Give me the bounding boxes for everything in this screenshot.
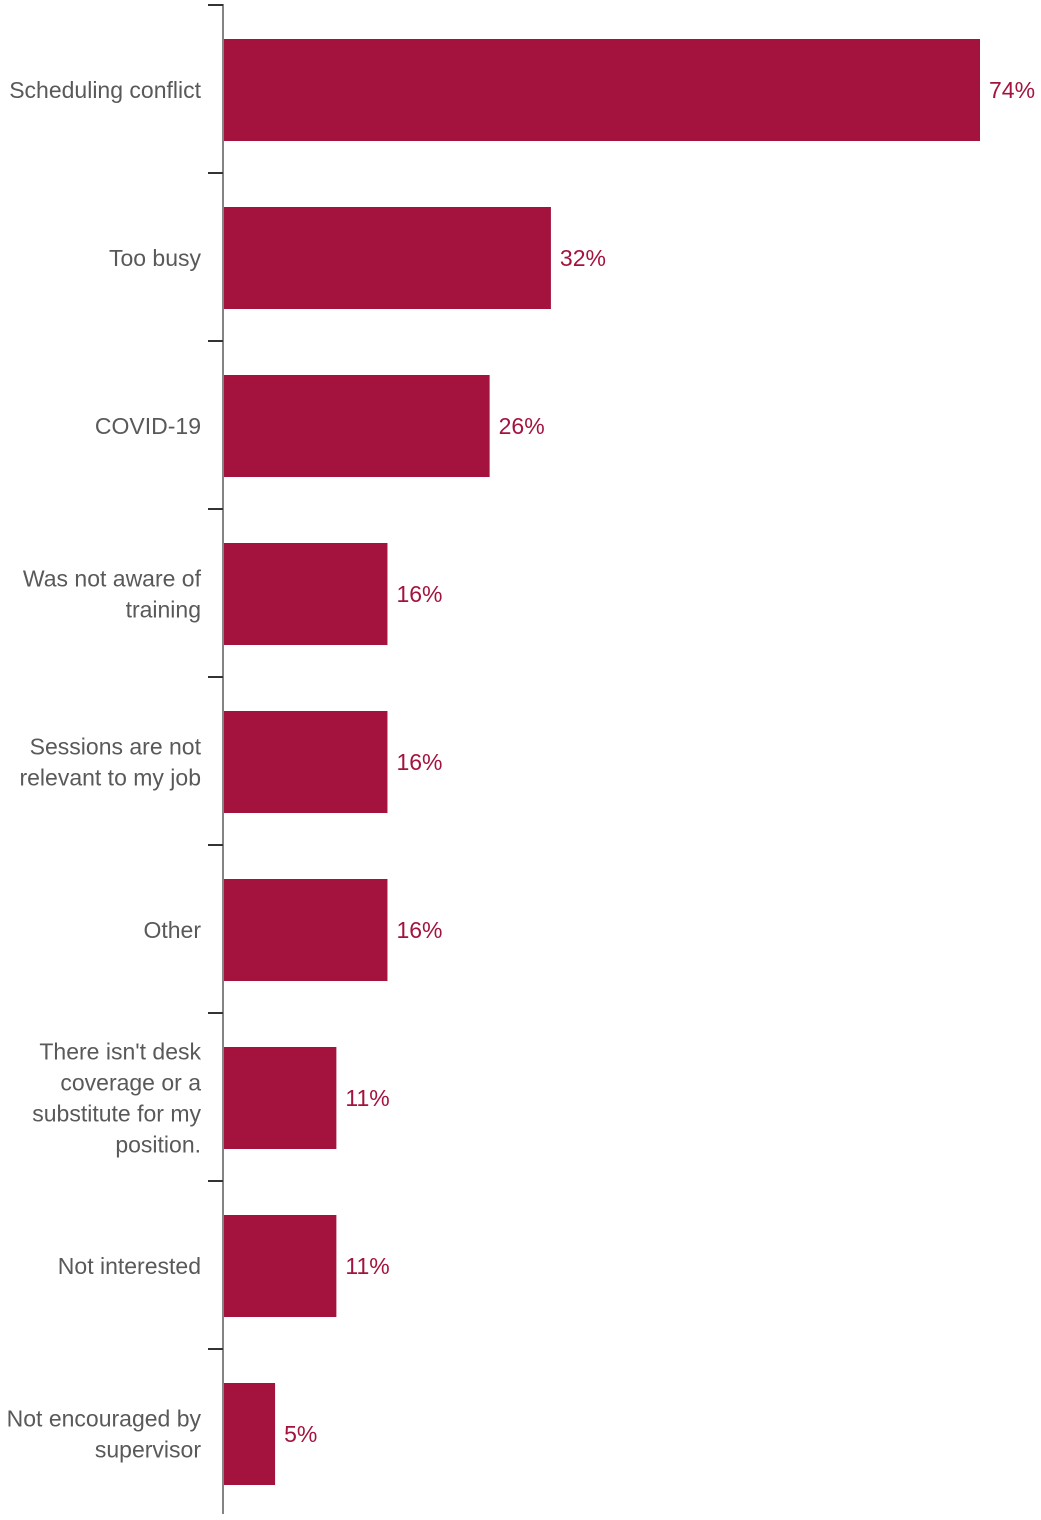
data-label: 11% bbox=[345, 1085, 389, 1111]
category-label: Sessions are not relevant to my job bbox=[19, 734, 201, 791]
data-label: 74% bbox=[989, 77, 1035, 103]
category-label-line: Not interested bbox=[58, 1253, 201, 1279]
category-label-line: supervisor bbox=[95, 1437, 201, 1463]
category-label-line: COVID-19 bbox=[95, 413, 201, 439]
category-label-line: Too busy bbox=[109, 245, 202, 271]
label-layer: 74% Scheduling conflict 32% Too busy 26% COVI… bbox=[7, 77, 1035, 1463]
category-label: There isn't desk coverage or a substitute … bbox=[32, 1039, 201, 1158]
bar bbox=[224, 1215, 337, 1317]
data-label: 26% bbox=[499, 413, 545, 439]
category-label-line: Was not aware of bbox=[23, 566, 202, 592]
bar bbox=[224, 207, 551, 309]
bar bbox=[224, 1047, 337, 1149]
category-label-line: relevant to my job bbox=[19, 765, 201, 791]
category-label: Scheduling conflict bbox=[9, 77, 201, 103]
bar bbox=[224, 879, 388, 981]
bar bbox=[224, 375, 490, 477]
category-label: Other bbox=[143, 917, 201, 943]
category-label-line: substitute for my bbox=[32, 1101, 201, 1127]
category-label-line: position. bbox=[115, 1132, 201, 1158]
category-label: Not interested bbox=[58, 1253, 201, 1279]
category-label-line: training bbox=[126, 597, 201, 623]
category-label: Not encouraged by supervisor bbox=[7, 1406, 202, 1463]
category-label-line: Not encouraged by bbox=[7, 1406, 202, 1432]
data-label: 5% bbox=[284, 1421, 317, 1447]
bar bbox=[224, 543, 388, 645]
bar bbox=[224, 39, 980, 141]
category-label-line: Sessions are not bbox=[30, 734, 202, 760]
axis-layer bbox=[208, 4, 224, 1514]
category-label: Too busy bbox=[109, 245, 202, 271]
category-label: Was not aware of training bbox=[23, 566, 202, 623]
bar bbox=[224, 711, 388, 813]
category-label-line: There isn't desk bbox=[39, 1039, 201, 1065]
category-label: COVID-19 bbox=[95, 413, 201, 439]
data-label: 11% bbox=[345, 1253, 389, 1279]
category-label-line: coverage or a bbox=[60, 1070, 201, 1096]
bar bbox=[224, 1383, 276, 1485]
category-label-line: Other bbox=[143, 917, 201, 943]
data-label: 16% bbox=[396, 581, 442, 607]
category-label-line: Scheduling conflict bbox=[9, 77, 201, 103]
bar-layer bbox=[224, 39, 980, 1485]
data-label: 32% bbox=[560, 245, 606, 271]
data-label: 16% bbox=[396, 917, 442, 943]
data-label: 16% bbox=[396, 749, 442, 775]
